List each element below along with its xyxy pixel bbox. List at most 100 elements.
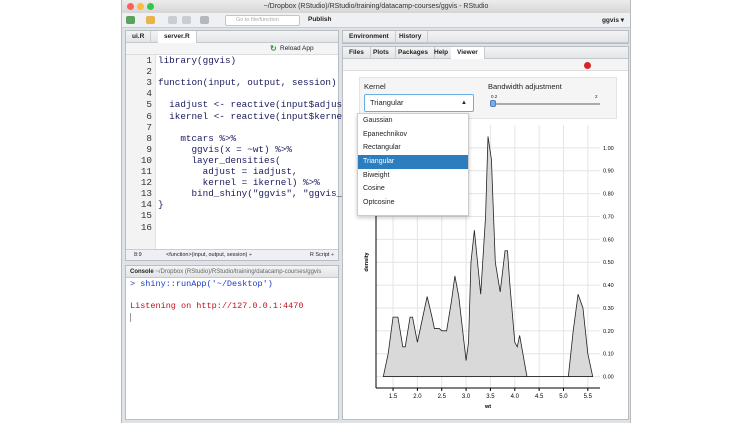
code-line: adjust = iadjust,	[158, 166, 298, 177]
editor-tabs: ui.R server.R	[126, 31, 338, 43]
slider-min: 0.2	[491, 94, 498, 99]
kernel-option[interactable]: Gaussian	[363, 117, 393, 124]
console-output: Listening on http://127.0.0.1:4470	[130, 301, 304, 311]
tab-files[interactable]: Files	[343, 47, 371, 59]
window-title: ~/Dropbox (RStudio)/RStudio/training/dat…	[263, 3, 489, 10]
stop-icon[interactable]	[584, 62, 591, 69]
line-number: 2	[146, 66, 152, 78]
tab-history[interactable]: History	[393, 31, 429, 43]
y-tick-label: 0.40	[603, 283, 614, 289]
title-bar: ~/Dropbox (RStudio)/RStudio/training/dat…	[122, 0, 630, 13]
tab-ui-r[interactable]: ui.R	[126, 31, 152, 43]
console-pane: Console ~/Dropbox (RStudio)/RStudio/trai…	[125, 265, 339, 420]
code-line: ikernel <- reactive(input$kernel)	[158, 110, 354, 122]
code-line: mtcars %>%	[158, 132, 237, 144]
line-number: 14	[140, 199, 152, 211]
tab-console[interactable]: Console	[130, 269, 154, 275]
editor-pane: ui.R server.R ↻ Reload App 1 library(ggvi…	[125, 30, 364, 261]
line-gutter	[126, 55, 156, 249]
cursor-position: 8:9	[134, 252, 142, 258]
caret-up-icon: ▲	[461, 100, 467, 106]
tab-server-r[interactable]: server.R	[158, 31, 197, 43]
viewer-toolbar	[343, 59, 628, 71]
kernel-option[interactable]: Epanechnikov	[363, 130, 407, 138]
kernel-option[interactable]: Cosine	[363, 185, 385, 193]
console-header: Console ~/Dropbox (RStudio)/RStudio/trai…	[126, 266, 338, 278]
new-file-icon[interactable]	[126, 16, 135, 24]
file-type-selector[interactable]: R Script ÷	[309, 252, 334, 258]
tab-viewer[interactable]: Viewer	[451, 47, 485, 59]
line-number: 8	[146, 132, 152, 144]
code-line: ggvis(x = ~wt) %>%	[158, 143, 292, 155]
console-cursor[interactable]	[130, 313, 131, 322]
goto-file-input[interactable]: Go to file/function	[225, 15, 300, 26]
code-line: layer_densities(	[158, 154, 281, 166]
line-number: 4	[146, 88, 152, 100]
line-number: 7	[146, 121, 152, 133]
line-number: 13	[140, 188, 152, 200]
kernel-dropdown-menu: Gaussian Epanechnikov Rectangular Triangula…	[357, 113, 469, 216]
user-menu[interactable]: ggvis ▾	[601, 17, 624, 24]
open-file-icon[interactable]	[146, 16, 155, 24]
save-all-icon[interactable]	[182, 16, 191, 24]
tab-environment[interactable]: Environment	[343, 31, 396, 43]
slider-handle[interactable]	[490, 100, 496, 107]
x-axis-label: wt	[484, 404, 491, 410]
scope-selector[interactable]: <function>(input, output, session) ÷	[166, 252, 252, 258]
maximize-window-button[interactable]	[147, 3, 154, 10]
line-number: 3	[146, 77, 152, 89]
code-line: bind_shiny("ggvis", "ggvis_ui")	[158, 188, 365, 200]
code-line: iadjust <- reactive(input$adjust)	[158, 99, 354, 111]
close-window-button[interactable]	[127, 3, 134, 10]
x-tick-label: 5.5	[584, 394, 593, 400]
editor-status-bar: 8:9 <function>(input, output, session) ÷…	[126, 249, 338, 260]
y-tick-label: 0.00	[603, 375, 614, 381]
code-line: kernel = ikernel) %>%	[158, 177, 320, 189]
y-tick-label: 0.90	[603, 169, 614, 175]
console-command: > shiny::runApp('~/Desktop')	[130, 279, 273, 289]
x-tick-label: 2.0	[413, 394, 422, 400]
x-tick-label: 3.5	[486, 394, 495, 400]
y-tick-label: 0.30	[603, 306, 614, 312]
print-icon[interactable]	[200, 16, 209, 24]
code-line: }	[158, 199, 164, 211]
x-tick-label: 4.0	[511, 394, 520, 400]
line-number: 11	[140, 166, 152, 177]
x-tick-label: 3.0	[462, 394, 471, 400]
x-tick-label: 1.5	[389, 394, 398, 400]
line-number: 1	[146, 55, 152, 66]
kernel-option[interactable]: Optcosine	[363, 199, 395, 207]
console-path: ~/Dropbox (RStudio)/RStudio/training/dat…	[155, 269, 322, 275]
tab-packages[interactable]: Packages	[392, 47, 435, 59]
kernel-option[interactable]: Biweight	[363, 171, 390, 179]
line-number: 12	[140, 177, 152, 189]
x-tick-label: 4.5	[535, 394, 544, 400]
kernel-option[interactable]: Triangular	[358, 155, 468, 169]
reload-icon: ↻	[270, 44, 277, 53]
x-tick-label: 2.5	[438, 394, 447, 400]
line-number: 5	[146, 99, 152, 111]
minimize-window-button[interactable]	[137, 3, 144, 10]
line-number: 16	[140, 221, 152, 233]
bandwidth-slider[interactable]	[490, 103, 600, 105]
reload-app-button[interactable]: Reload App	[280, 45, 314, 52]
save-icon[interactable]	[168, 16, 177, 24]
line-number: 6	[146, 110, 152, 122]
line-number: 9	[146, 143, 152, 155]
kernel-option[interactable]: Rectangular	[363, 144, 401, 152]
line-number: 15	[140, 210, 152, 222]
rstudio-window: ~/Dropbox (RStudio)/RStudio/training/dat…	[121, 0, 631, 423]
y-tick-label: 0.70	[603, 214, 614, 220]
y-tick-label: 0.10	[603, 352, 614, 358]
editor-toolbar: ↻ Reload App	[126, 43, 338, 55]
kernel-select[interactable]: Triangular ▲	[364, 94, 474, 112]
tab-plots[interactable]: Plots	[367, 47, 396, 59]
y-tick-label: 1.00	[603, 146, 614, 152]
y-tick-label: 0.80	[603, 192, 614, 198]
y-axis-label: density	[364, 251, 370, 271]
shiny-controls: Kernel Triangular ▲ Bandwidth adjustment…	[359, 77, 617, 119]
viewer-tabs: Files Plots Packages Help Viewer	[343, 47, 628, 59]
publish-button[interactable]: Publish	[308, 16, 332, 23]
slider-max: 2	[595, 94, 598, 99]
bandwidth-label: Bandwidth adjustment	[488, 82, 562, 91]
